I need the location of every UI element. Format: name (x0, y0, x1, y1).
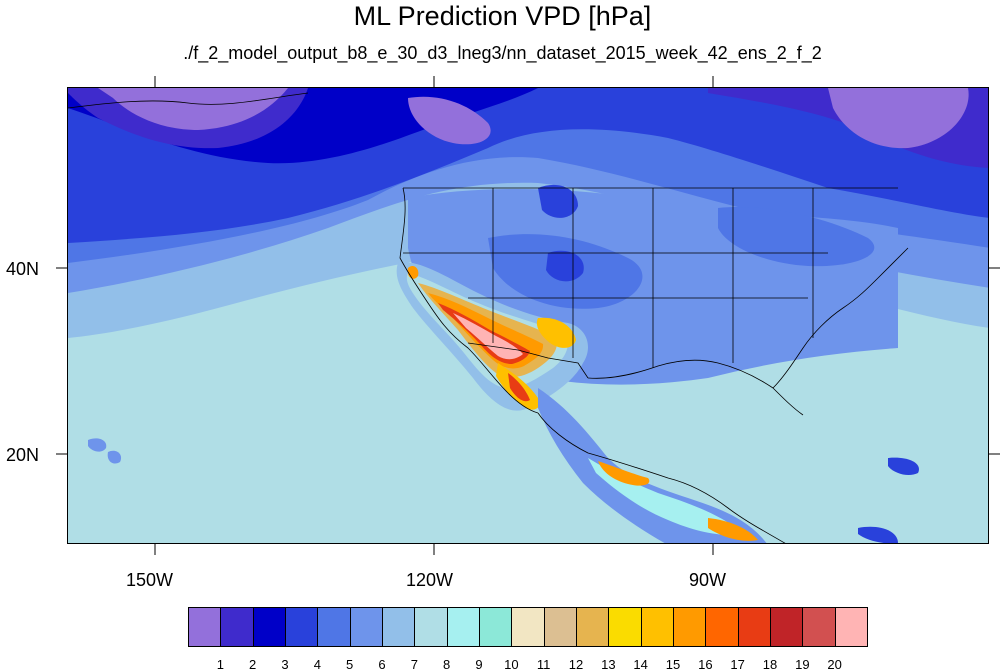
colorbar-label: 1 (216, 657, 224, 672)
colorbar-label: 19 (795, 657, 810, 672)
colorbar-swatch (188, 607, 222, 647)
lon-label-150w: 150W (126, 570, 174, 590)
colorbar-label: 16 (698, 657, 713, 672)
colorbar-swatch (834, 607, 868, 647)
colorbar-swatch (802, 607, 836, 647)
vpd-map (67, 87, 989, 544)
map-subtitle: ./f_2_model_output_b8_e_30_d3_lneg3/nn_d… (183, 43, 822, 63)
lat-label-20n: 20N (6, 445, 40, 465)
colorbar-swatch (705, 607, 739, 647)
lon-label-120w: 120W (406, 570, 454, 590)
colorbar-swatch (349, 607, 383, 647)
colorbar-label: 7 (410, 657, 418, 672)
colorbar-label: 11 (536, 657, 551, 672)
colorbar-swatch (285, 607, 319, 647)
colorbar-label: 6 (378, 657, 386, 672)
colorbar-swatch (608, 607, 642, 647)
colorbar-label: 9 (475, 657, 483, 672)
lat-label-40n: 40N (6, 259, 40, 279)
colorbar-label: 12 (568, 657, 584, 672)
colorbar-label: 20 (827, 657, 842, 672)
colorbar-swatch (737, 607, 771, 647)
colorbar-label: 5 (346, 657, 354, 672)
colorbar-label: 15 (665, 657, 681, 672)
colorbar-swatch (414, 607, 448, 647)
colorbar (188, 607, 868, 647)
map-title: ML Prediction VPD [hPa] (353, 1, 652, 31)
colorbar-swatch (446, 607, 480, 647)
colorbar-swatch (543, 607, 577, 647)
colorbar-label: 4 (313, 657, 321, 672)
colorbar-label: 8 (443, 657, 451, 672)
vpd-field (68, 88, 988, 543)
colorbar-swatch (511, 607, 545, 647)
colorbar-label: 18 (762, 657, 778, 672)
colorbar-swatch (673, 607, 707, 647)
colorbar-label: 14 (633, 657, 648, 672)
colorbar-swatch (220, 607, 254, 647)
colorbar-label: 17 (730, 657, 745, 672)
colorbar-swatch (479, 607, 513, 647)
colorbar-label: 10 (504, 657, 519, 672)
colorbar-label: 13 (601, 657, 616, 672)
colorbar-swatch (252, 607, 286, 647)
colorbar-label: 3 (281, 657, 289, 672)
colorbar-swatch (770, 607, 804, 647)
colorbar-swatch (640, 607, 674, 647)
lon-label-90w: 90W (689, 570, 727, 590)
colorbar-swatch (317, 607, 351, 647)
colorbar-label: 2 (249, 657, 257, 672)
colorbar-swatch (382, 607, 416, 647)
colorbar-swatch (576, 607, 610, 647)
